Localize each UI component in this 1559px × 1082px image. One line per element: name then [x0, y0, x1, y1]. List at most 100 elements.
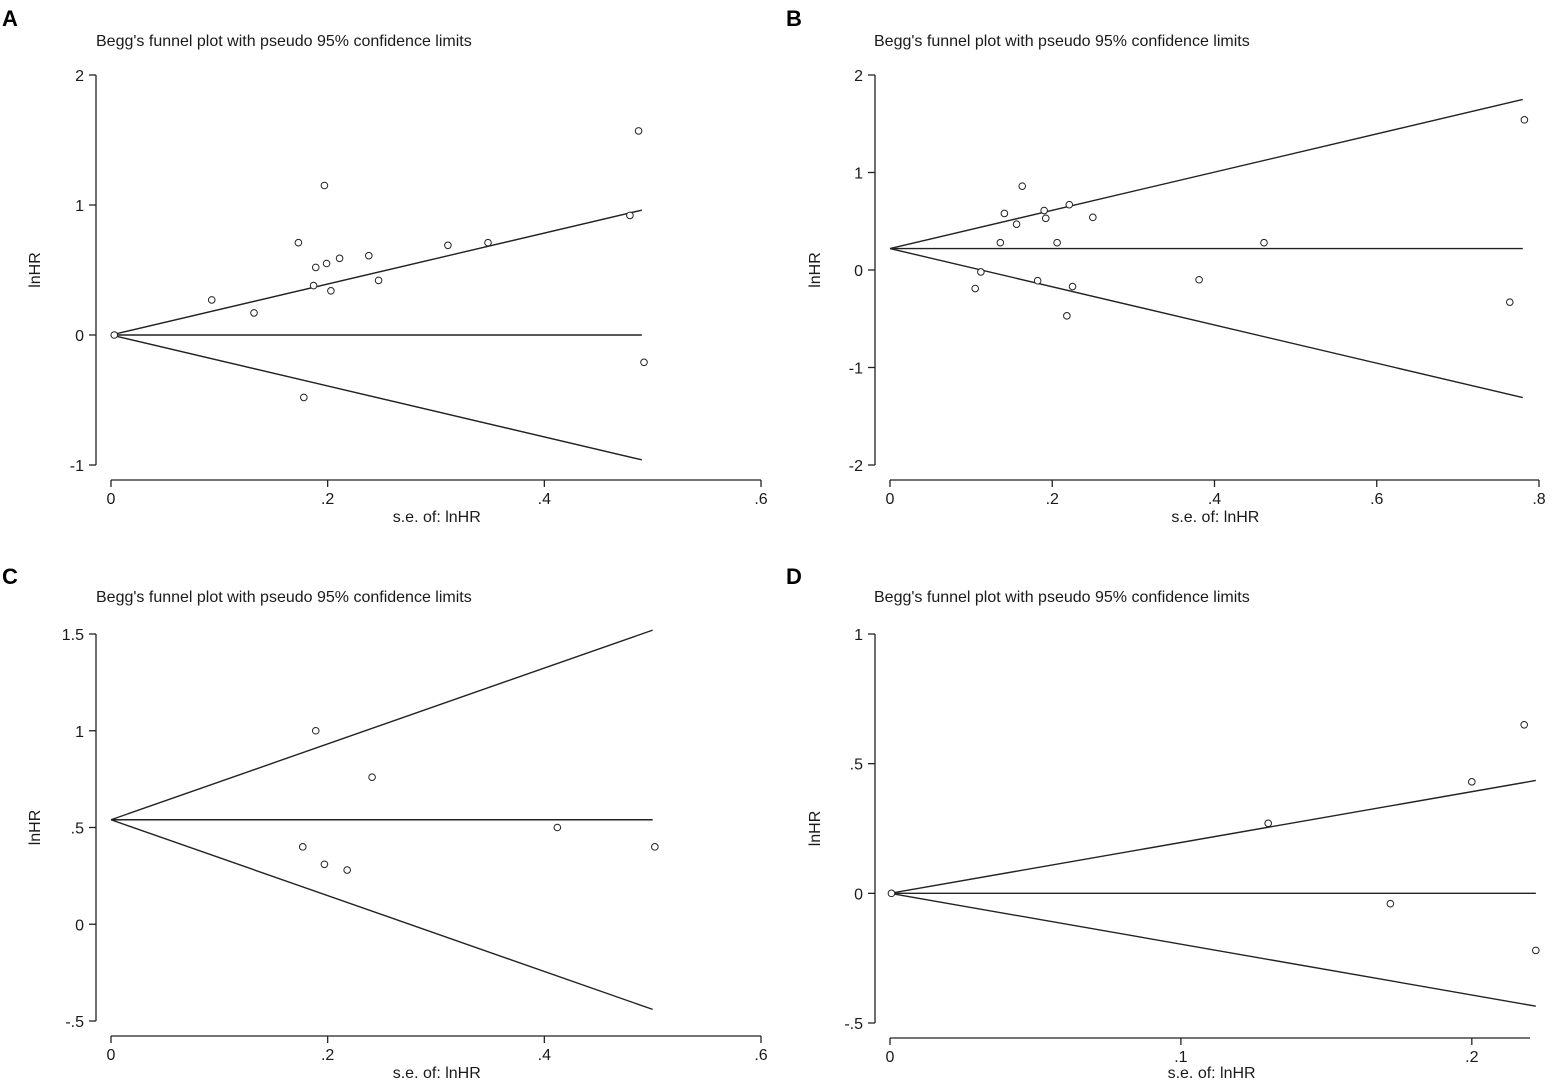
study-point [553, 823, 562, 832]
x-axis-label: s.e. of: lnHR [393, 509, 481, 526]
y-tick-label: 1 [75, 198, 84, 215]
panel-letter: A [2, 6, 18, 31]
y-tick-label: 0 [75, 328, 84, 345]
x-tick-label: 0 [886, 491, 895, 508]
plot-title: Begg's funnel plot with pseudo 95% confi… [874, 589, 1250, 606]
study-point [368, 773, 376, 781]
study-point [634, 127, 643, 135]
study-point [311, 263, 320, 272]
study-point [1040, 206, 1048, 215]
y-tick-label: 0 [854, 263, 863, 280]
study-point [322, 259, 331, 268]
panel-c: C Begg's funnel plot with pseudo 95% conf… [2, 564, 768, 1082]
y-tick-label: 2 [75, 68, 84, 85]
y-tick-label: -1 [70, 458, 84, 475]
study-point [626, 211, 634, 220]
y-axis-label: lnHR [27, 810, 44, 846]
study-point [320, 181, 329, 190]
study-point [320, 860, 329, 869]
study-point [640, 358, 648, 367]
plot-title: Begg's funnel plot with pseudo 95% confi… [96, 33, 472, 50]
study-point [294, 238, 303, 247]
x-tick-label: .6 [1370, 491, 1383, 508]
y-tick-label: 0 [75, 917, 84, 934]
plot-title: Begg's funnel plot with pseudo 95% confi… [874, 33, 1250, 50]
y-tick-label: -.5 [844, 1016, 863, 1033]
panel-letter: C [2, 564, 18, 589]
study-point [1505, 298, 1514, 306]
study-point [1053, 238, 1061, 247]
x-tick-label: .4 [538, 1047, 551, 1064]
study-point [1520, 116, 1529, 124]
study-point [1260, 238, 1268, 247]
panel-letter: D [786, 564, 802, 589]
study-point [1195, 275, 1203, 284]
x-tick-label: .6 [754, 1047, 767, 1064]
study-point [887, 889, 896, 898]
study-point [651, 843, 659, 851]
upper-confidence-limit-line [110, 629, 653, 821]
panel-letter: B [786, 6, 802, 31]
study-point [1018, 182, 1027, 190]
study-point [1386, 899, 1395, 908]
study-point [1068, 282, 1077, 291]
y-tick-label: -1 [849, 361, 863, 378]
study-point [996, 238, 1005, 247]
plot-title: Begg's funnel plot with pseudo 95% confi… [96, 589, 472, 606]
study-point [110, 331, 119, 339]
upper-confidence-limit-line [110, 209, 642, 336]
study-point [300, 393, 308, 402]
panel-d: D Begg's funnel plot with pseudo 95% conf… [786, 564, 1540, 1082]
study-point [1063, 312, 1071, 320]
study-point [1000, 209, 1009, 218]
x-tick-label: .4 [1208, 491, 1221, 508]
study-point [335, 254, 344, 263]
study-point [343, 866, 351, 874]
y-tick-label: 1 [75, 724, 84, 741]
panel-a: A Begg's funnel plot with pseudo 95% conf… [2, 6, 768, 526]
study-point [484, 238, 492, 247]
study-point [1089, 213, 1097, 222]
y-tick-label: .5 [850, 757, 863, 774]
y-tick-label: 0 [854, 886, 863, 903]
study-point [444, 241, 452, 250]
study-point [1468, 778, 1476, 786]
y-tick-label: .5 [71, 821, 84, 838]
x-tick-label: .8 [1532, 491, 1545, 508]
y-tick-label: -.5 [65, 1014, 84, 1031]
study-point [1520, 720, 1528, 729]
x-tick-label: 0 [886, 1049, 895, 1066]
x-tick-label: .4 [538, 491, 551, 508]
study-point [971, 284, 979, 293]
y-tick-label: 1.5 [62, 627, 84, 644]
study-point [365, 251, 373, 260]
x-tick-label: .6 [754, 491, 767, 508]
x-axis-label: s.e. of: lnHR [1168, 1065, 1256, 1082]
y-tick-label: 1 [854, 627, 863, 644]
x-tick-label: .2 [1046, 491, 1059, 508]
panel-b: B Begg's funnel plot with pseudo 95% conf… [786, 6, 1546, 526]
y-axis-label: lnHR [807, 811, 824, 847]
y-tick-label: 2 [854, 68, 863, 85]
study-point [207, 296, 216, 304]
x-tick-label: .2 [1465, 1049, 1478, 1066]
study-point [309, 281, 318, 290]
x-tick-label: .2 [321, 1047, 334, 1064]
y-axis-label: lnHR [27, 252, 44, 288]
upper-confidence-limit-line [889, 779, 1536, 895]
study-point [1065, 200, 1074, 209]
study-point [977, 268, 985, 276]
study-point [327, 287, 335, 295]
x-tick-label: 0 [107, 491, 116, 508]
lower-confidence-limit-line [889, 892, 1536, 1007]
y-tick-label: -2 [849, 458, 863, 475]
study-point [1033, 276, 1042, 285]
study-point [374, 276, 383, 285]
y-axis-label: lnHR [807, 252, 824, 288]
study-point [298, 843, 307, 851]
study-point [1012, 220, 1021, 228]
lower-confidence-limit-line [110, 334, 642, 461]
x-axis-label: s.e. of: lnHR [393, 1065, 481, 1082]
lower-confidence-limit-line [889, 247, 1523, 399]
